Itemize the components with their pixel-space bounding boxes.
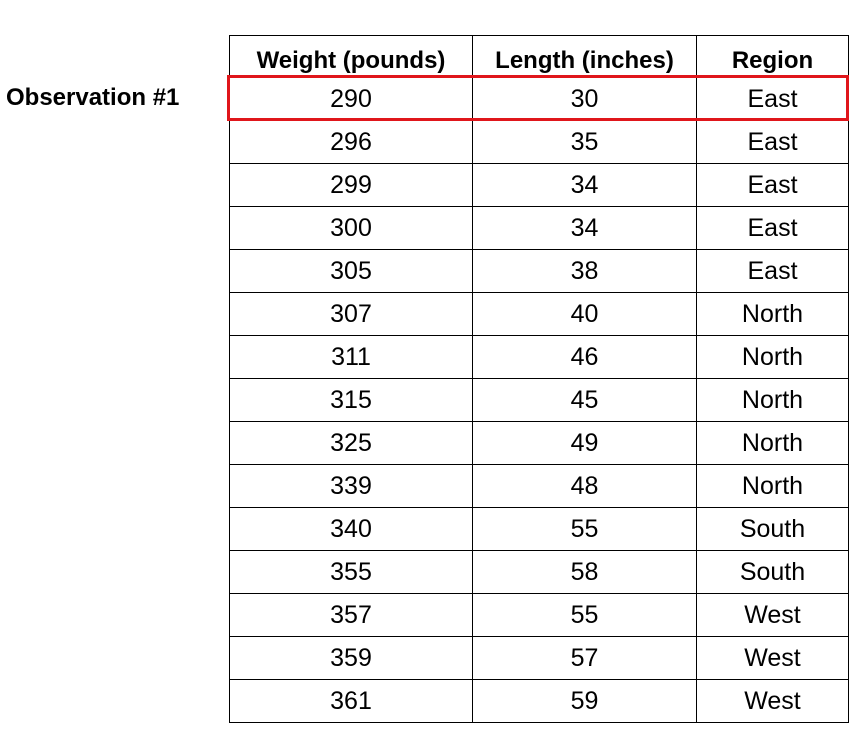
table-cell: South <box>697 508 849 551</box>
table-cell: 355 <box>229 551 473 594</box>
table-cell: 290 <box>229 78 473 121</box>
table-cell: 55 <box>473 594 697 637</box>
table-cell: 340 <box>229 508 473 551</box>
table-cell: East <box>697 164 849 207</box>
header-cell: Length (inches) <box>473 35 697 78</box>
table-cell: East <box>697 207 849 250</box>
table-cell: 55 <box>473 508 697 551</box>
table-cell: 357 <box>229 594 473 637</box>
table-cell: 296 <box>229 121 473 164</box>
table-cell: 299 <box>229 164 473 207</box>
table-cell: East <box>697 250 849 293</box>
table-cell: 30 <box>473 78 697 121</box>
table-cell: 339 <box>229 465 473 508</box>
table-cell: 325 <box>229 422 473 465</box>
table-cell: 305 <box>229 250 473 293</box>
table-cell: 361 <box>229 680 473 723</box>
table-cell: 48 <box>473 465 697 508</box>
table-cell: 359 <box>229 637 473 680</box>
table-cell: West <box>697 637 849 680</box>
table-cell: North <box>697 422 849 465</box>
table-cell: 300 <box>229 207 473 250</box>
table-cell: 315 <box>229 379 473 422</box>
table-cell: 311 <box>229 336 473 379</box>
table-cell: 35 <box>473 121 697 164</box>
table-cell: 40 <box>473 293 697 336</box>
table-cell: 38 <box>473 250 697 293</box>
table-cell: 34 <box>473 207 697 250</box>
table-cell: West <box>697 680 849 723</box>
row-annotation: Observation #1 <box>6 84 180 111</box>
table-cell: 46 <box>473 336 697 379</box>
table-cell: North <box>697 465 849 508</box>
table-cell: 58 <box>473 551 697 594</box>
table-cell: North <box>697 293 849 336</box>
table-cell: 59 <box>473 680 697 723</box>
table-cell: 45 <box>473 379 697 422</box>
table-cell: East <box>697 121 849 164</box>
table-cell: 49 <box>473 422 697 465</box>
header-cell: Weight (pounds) <box>229 35 473 78</box>
table-cell: North <box>697 379 849 422</box>
header-cell: Region <box>697 35 849 78</box>
table-cell: West <box>697 594 849 637</box>
table-cell: South <box>697 551 849 594</box>
table-cell: North <box>697 336 849 379</box>
table-cell: East <box>697 78 849 121</box>
table-cell: 57 <box>473 637 697 680</box>
table-cell: 307 <box>229 293 473 336</box>
table-cell: 34 <box>473 164 697 207</box>
